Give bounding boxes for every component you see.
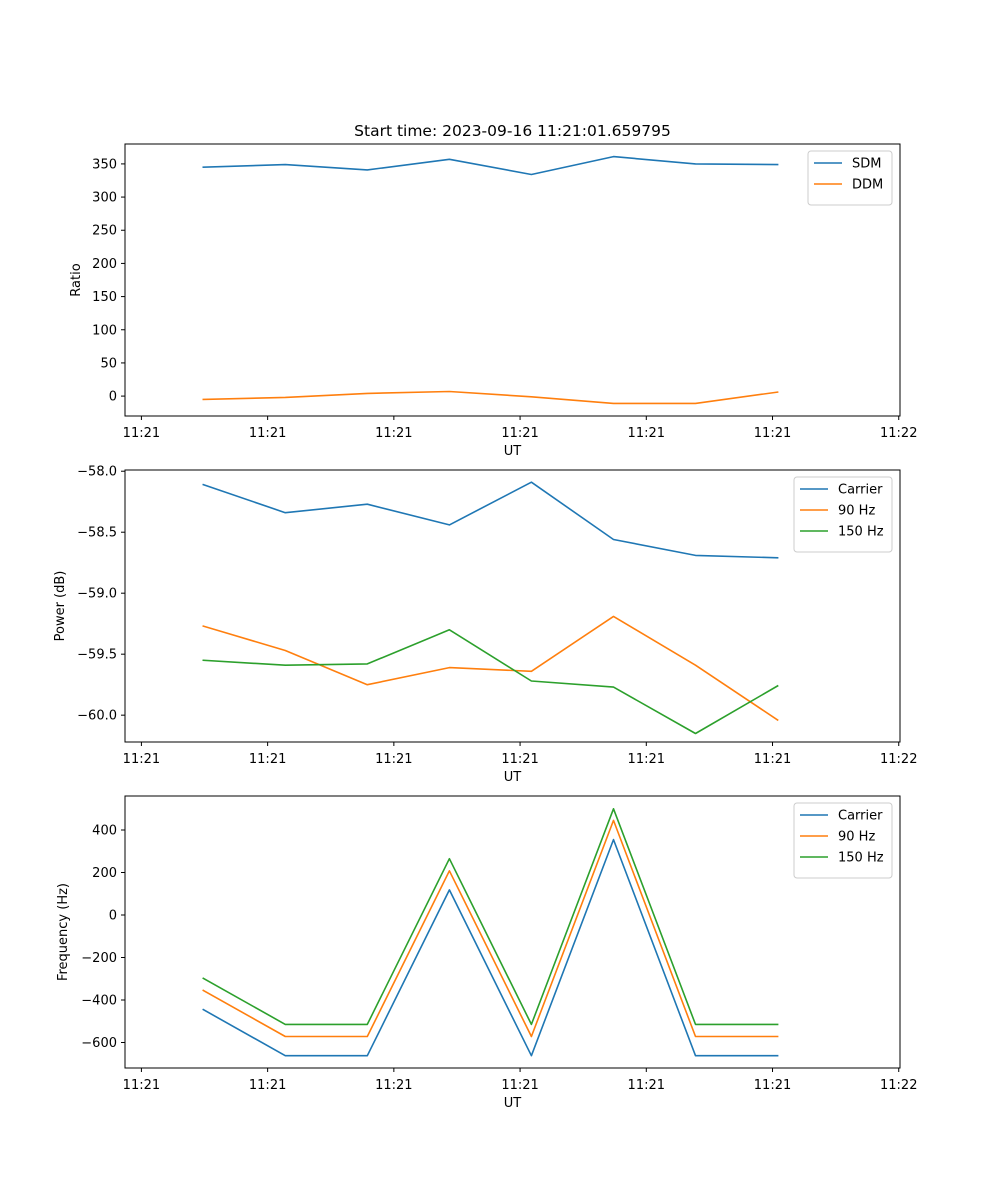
ratio-x-tick-label: 11:21 <box>754 426 791 441</box>
frequency-x-tick-label: 11:21 <box>628 1078 665 1093</box>
power-legend <box>793 476 893 553</box>
power-x-tick-label: 11:21 <box>249 752 286 767</box>
ratio-x-tick-label: 11:21 <box>123 426 160 441</box>
chart-title: Start time: 2023-09-16 11:21:01.659795 <box>354 122 671 140</box>
power-axes-frame <box>124 469 901 743</box>
frequency-x-tick-label: 11:22 <box>880 1078 917 1093</box>
frequency-panel: 11:21 11:21 11:21 11:21 11:21 11:21 11:22 −600 −… <box>56 795 917 1111</box>
frequency-legend-label: 150 Hz <box>838 851 884 866</box>
ratio-y-tick-label: 250 <box>92 224 117 239</box>
frequency-series-carrier-line <box>202 838 779 1057</box>
power-y-tick-label: −59.5 <box>77 648 117 663</box>
ratio-series-sdm-line <box>202 155 779 176</box>
ratio-panel: 11:21 11:21 11:21 11:21 11:21 11:21 11:22 0 50 10… <box>69 143 917 459</box>
ratio-legend-label: SDM <box>852 157 881 172</box>
power-series-150-hz-line <box>202 628 779 735</box>
power-y-axis-label: Power (dB) <box>53 571 68 642</box>
frequency-x-tick-label: 11:21 <box>375 1078 412 1093</box>
power-x-tick-label: 11:21 <box>754 752 791 767</box>
frequency-y-tick-label: 400 <box>92 824 117 839</box>
power-series-carrier-line <box>202 481 779 559</box>
ratio-legend-label: DDM <box>852 178 883 193</box>
frequency-x-axis-label: UT <box>504 1096 522 1111</box>
ratio-y-tick-label: 0 <box>109 390 117 405</box>
frequency-x-tick-label: 11:21 <box>123 1078 160 1093</box>
power-legend-label: 90 Hz <box>838 504 875 519</box>
frequency-y-axis-label: Frequency (Hz) <box>56 883 71 981</box>
ratio-legend <box>807 150 893 206</box>
frequency-y-tick-label: −400 <box>81 994 117 1009</box>
power-legend-label: 150 Hz <box>838 525 884 540</box>
power-y-tick-label: −60.0 <box>77 709 117 724</box>
frequency-legend-label: Carrier <box>838 809 883 824</box>
frequency-y-tick-label: 0 <box>109 909 117 924</box>
power-x-tick-label: 11:21 <box>375 752 412 767</box>
power-legend-label: Carrier <box>838 483 883 498</box>
ratio-x-tick-label: 11:21 <box>375 426 412 441</box>
power-y-tick-label: −59.0 <box>77 587 117 602</box>
ratio-x-tick-label: 11:22 <box>880 426 917 441</box>
ratio-y-tick-label: 300 <box>92 191 117 206</box>
ratio-x-tick-label: 11:21 <box>628 426 665 441</box>
power-panel: 11:21 11:21 11:21 11:21 11:21 11:21 11:22 −60.0… <box>53 465 917 785</box>
power-x-tick-label: 11:21 <box>501 752 538 767</box>
frequency-series-150-hz-line <box>202 807 779 1026</box>
power-y-tick-label: −58.0 <box>77 465 117 480</box>
ratio-y-tick-label: 100 <box>92 323 117 338</box>
ratio-y-tick-label: 150 <box>92 290 117 305</box>
power-x-tick-label: 11:22 <box>880 752 917 767</box>
frequency-series-90-hz-line <box>202 819 779 1038</box>
ratio-x-tick-label: 11:21 <box>249 426 286 441</box>
power-x-tick-label: 11:21 <box>628 752 665 767</box>
frequency-x-tick-label: 11:21 <box>249 1078 286 1093</box>
frequency-axes-frame <box>124 795 901 1069</box>
ratio-y-tick-label: 350 <box>92 157 117 172</box>
frequency-x-tick-label: 11:21 <box>501 1078 538 1093</box>
frequency-legend-label: 90 Hz <box>838 830 875 845</box>
power-y-tick-label: −58.5 <box>77 526 117 541</box>
ratio-series-ddm-line <box>202 390 779 405</box>
ratio-y-axis-label: Ratio <box>69 263 84 296</box>
ratio-y-tick-label: 200 <box>92 257 117 272</box>
frequency-x-tick-label: 11:21 <box>754 1078 791 1093</box>
ratio-axes-frame <box>124 143 901 417</box>
frequency-y-tick-label: −200 <box>81 951 117 966</box>
frequency-y-tick-label: −600 <box>81 1036 117 1051</box>
ratio-x-axis-label: UT <box>504 444 522 459</box>
ratio-y-tick-label: 50 <box>100 356 117 371</box>
frequency-legend <box>793 802 893 879</box>
power-series-90-hz-line <box>202 615 779 722</box>
ratio-x-tick-label: 11:21 <box>501 426 538 441</box>
power-x-axis-label: UT <box>504 770 522 785</box>
frequency-y-tick-label: 200 <box>92 866 117 881</box>
power-x-tick-label: 11:21 <box>123 752 160 767</box>
